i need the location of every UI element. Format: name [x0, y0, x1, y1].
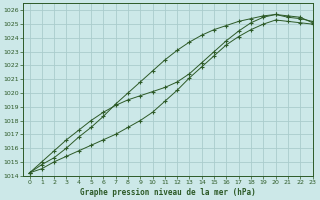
X-axis label: Graphe pression niveau de la mer (hPa): Graphe pression niveau de la mer (hPa)	[80, 188, 256, 197]
